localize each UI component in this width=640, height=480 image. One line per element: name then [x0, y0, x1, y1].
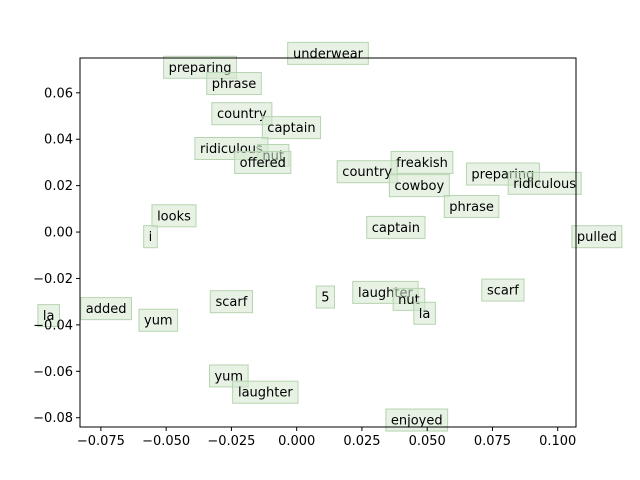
word-label-text: ridiculous [513, 177, 576, 192]
x-tick-label: 0.000 [278, 434, 315, 449]
word-label: phrase [443, 195, 500, 219]
word-label-box [80, 297, 132, 321]
y-tick-label: 0.06 [44, 86, 73, 101]
y-tick-label: −0.04 [33, 318, 73, 333]
word-label-text: i [149, 230, 153, 245]
word-label-text: added [86, 302, 127, 317]
word-label: scarf [209, 290, 254, 314]
y-tick-label: 0.04 [44, 133, 73, 148]
y-tick-label: −0.08 [33, 411, 73, 426]
word-label-box [232, 380, 299, 404]
word-label-text: captain [372, 221, 420, 236]
word-label: underwear [287, 41, 369, 65]
word-label-text: underwear [293, 47, 364, 62]
word-label: yum [138, 308, 179, 332]
word-label-text: phrase [212, 77, 257, 92]
y-tick-label: −0.02 [33, 272, 73, 287]
word-label-text: scarf [216, 295, 248, 310]
word-label-text: phrase [449, 200, 494, 215]
word-label-text: 5 [321, 291, 329, 306]
plot-frame [79, 57, 577, 428]
word-label-text: captain [267, 121, 315, 136]
word-label-box [336, 160, 398, 184]
x-axis-ticks: −0.075 −0.050 −0.025 0.000 0.025 0.050 0.075 0.… [77, 427, 576, 449]
y-axis-ticks: −0.08 −0.06 −0.04 −0.02 0.00 0.02 0.04 0.06 [33, 86, 80, 426]
word-label-box [481, 278, 525, 302]
word-label-text: country [342, 165, 392, 180]
word-label-text: la [419, 307, 431, 322]
word-label: ridiculous [507, 171, 582, 195]
word-label-box [443, 195, 500, 219]
word-label-box [211, 102, 273, 126]
word-label: phrase [206, 72, 262, 96]
x-tick-label: 0.100 [539, 434, 576, 449]
word-label-box [151, 204, 197, 228]
word-label-text: offered [240, 156, 286, 171]
word-label-box [234, 150, 292, 174]
word-label-text: scarf [487, 284, 519, 299]
word-label-text: yum [144, 314, 173, 329]
word-label-text: freakish [396, 156, 448, 171]
word-label: scarf [481, 278, 525, 302]
word-label-text: cowboy [395, 179, 445, 194]
word-label: i [143, 225, 158, 249]
word-label-box [206, 72, 262, 96]
x-tick-label: −0.025 [207, 434, 255, 449]
word-label-box [571, 225, 623, 249]
word-label-box [138, 308, 179, 332]
word-label-text: enjoyed [391, 414, 443, 429]
word-label-box [507, 171, 582, 195]
word-label: offered [234, 150, 292, 174]
y-tick-label: −0.06 [33, 365, 73, 380]
word-label-box [385, 408, 449, 432]
word-label-box [143, 225, 158, 249]
word-label: laughter [232, 380, 299, 404]
word-label: cowboy [388, 174, 450, 198]
word-label: la [413, 301, 436, 325]
word-label: captain [261, 116, 322, 140]
word-label: looks [151, 204, 197, 228]
word-label-text: laughter [238, 386, 293, 401]
word-label-text: la [43, 309, 55, 324]
word-label: 5 [315, 285, 336, 309]
word-label: added [80, 297, 132, 321]
x-tick-label: 0.075 [474, 434, 511, 449]
x-tick-label: −0.050 [142, 434, 190, 449]
word-label: freakish [390, 150, 454, 174]
axes [79, 57, 577, 428]
word-label-box [413, 301, 436, 325]
word-label-text: pulled [577, 230, 617, 245]
x-tick-label: 0.050 [409, 434, 446, 449]
word-label-box [315, 285, 336, 309]
word-label: la [37, 304, 60, 328]
x-tick-label: −0.075 [77, 434, 125, 449]
word-label-box [261, 116, 322, 140]
y-tick-label: 0.00 [44, 226, 73, 241]
word-label: country [211, 102, 273, 126]
word-label-text: looks [157, 209, 191, 224]
word-labels-layer: underwearpreparingphrasecountrycaptainri… [37, 41, 623, 432]
word-label-text: country [217, 107, 267, 122]
word-label: pulled [571, 225, 623, 249]
word-label-box [209, 290, 254, 314]
word-label-box [366, 215, 426, 239]
x-tick-label: 0.025 [343, 434, 380, 449]
word-label-box [287, 41, 369, 65]
word-label-box [37, 304, 60, 328]
y-tick-label: 0.02 [44, 179, 73, 194]
word-label: country [336, 160, 398, 184]
word-label: captain [366, 215, 426, 239]
word-label: enjoyed [385, 408, 449, 432]
word-label-box [388, 174, 450, 198]
